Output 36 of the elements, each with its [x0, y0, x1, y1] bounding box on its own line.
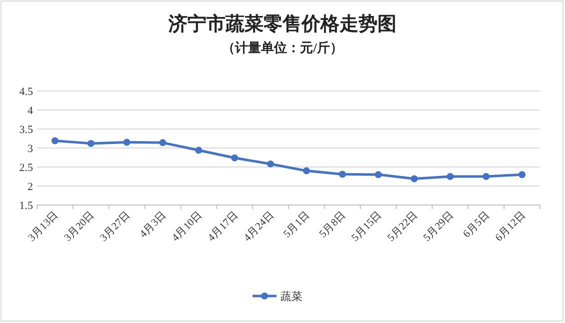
point	[482, 173, 490, 180]
x-tick-label: 4月17日	[206, 208, 241, 244]
point	[159, 139, 166, 146]
y-tick-label: 3.5	[19, 124, 34, 136]
x-tick-label: 5月8日	[317, 208, 349, 240]
x-tick-label: 4月3日	[137, 208, 169, 240]
point	[123, 138, 130, 146]
x-tick-label: 4月24日	[241, 208, 277, 244]
point	[410, 175, 418, 182]
point	[195, 146, 202, 154]
y-tick-label: 4	[28, 105, 34, 117]
point	[374, 171, 382, 178]
point	[51, 137, 58, 144]
chart-title: 济宁市蔬菜零售价格走势图	[168, 13, 396, 35]
y-tick-label: 2.5	[19, 162, 34, 174]
point	[302, 167, 310, 174]
point	[231, 154, 238, 162]
x-tick-label: 6月12日	[492, 208, 528, 244]
point	[446, 173, 454, 180]
point	[267, 160, 274, 168]
y-tick-label: 3	[28, 143, 34, 155]
y-tick-label: 4.5	[19, 86, 34, 98]
x-tick-label: 4月10日	[170, 208, 205, 244]
x-tick-label: 3月27日	[98, 208, 133, 244]
x-tick-label: 5月1日	[281, 208, 313, 240]
point	[87, 140, 94, 147]
point	[518, 171, 526, 178]
chart-subtitle: （计量单位：元/斤）	[222, 40, 343, 55]
x-tick-label: 5月22日	[385, 208, 420, 244]
point	[338, 170, 346, 178]
x-tick-label: 3月20日	[62, 208, 98, 244]
x-tick-label: 5月15日	[349, 208, 384, 244]
legend-label: 蔬菜	[280, 290, 302, 303]
x-tick-label: 5月29日	[421, 208, 456, 244]
y-tick-label: 2	[28, 181, 33, 193]
x-tick-label: 6月5日	[460, 208, 492, 240]
